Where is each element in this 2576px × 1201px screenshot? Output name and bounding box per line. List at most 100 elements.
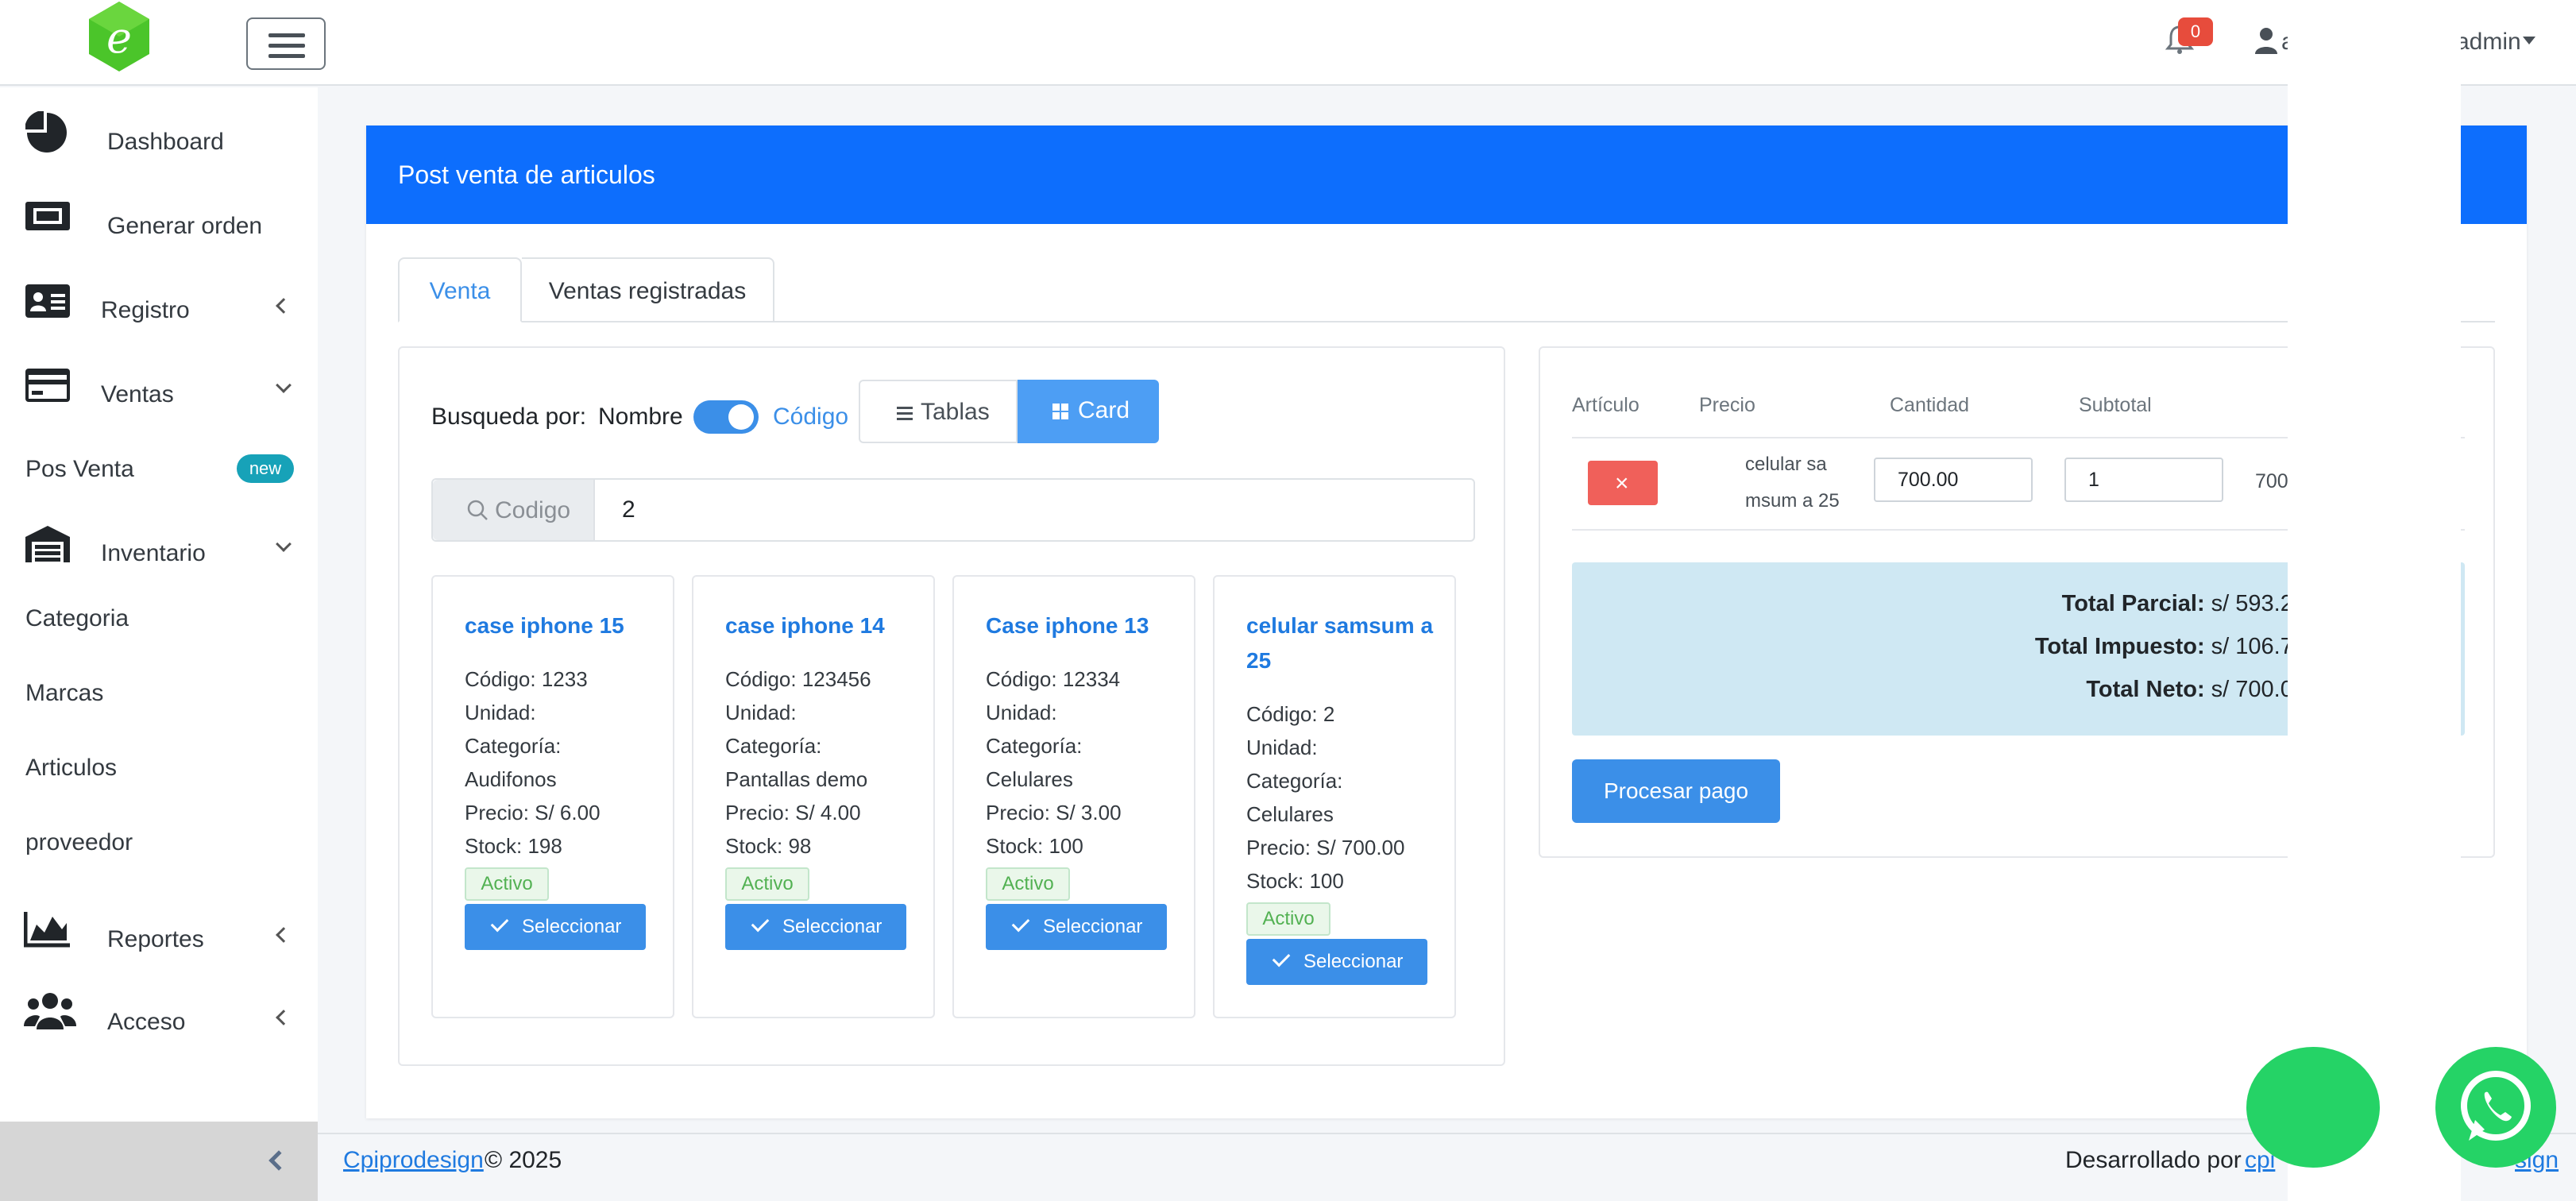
sidebar-item-generar-orden[interactable]: Generar orden — [0, 181, 318, 253]
select-product-button[interactable]: Seleccionar — [1246, 939, 1427, 985]
select-product-button[interactable]: Seleccionar — [986, 904, 1167, 950]
product-code: Código: 123456 — [725, 667, 871, 691]
product-stock: Stock: 98 — [725, 834, 812, 858]
sidebar-item-ventas[interactable]: Ventas — [0, 349, 318, 421]
tab-venta[interactable]: Venta — [398, 257, 522, 322]
sidebar-item-label: Generar orden — [107, 213, 263, 239]
total-partial: Total Parcial: s/ 593.22 — [2062, 591, 2306, 617]
sidebar-item-dashboard[interactable]: Dashboard — [0, 97, 318, 168]
sidebar-item-acceso[interactable]: Acceso — [0, 975, 318, 1047]
product-category-label: Categoría: — [725, 734, 822, 758]
search-option-name[interactable]: Nombre — [598, 404, 683, 430]
product-unit: Unidad: — [725, 701, 797, 724]
divider — [1572, 437, 2465, 438]
product-name[interactable]: celular samsum a 25 — [1246, 613, 1434, 673]
search-mode-toggle[interactable] — [693, 400, 759, 434]
sidebar-item-categoria[interactable]: Categoria — [0, 585, 318, 656]
product-name[interactable]: case iphone 15 — [465, 613, 624, 638]
sidebar-item-marcas[interactable]: Marcas — [0, 659, 318, 731]
price-field[interactable] — [1874, 458, 2033, 502]
sidebar-item-registro[interactable]: Registro — [0, 265, 318, 337]
user-menu-name[interactable]: admin — [2456, 29, 2521, 55]
close-icon: × — [1615, 470, 1629, 496]
user-icon[interactable] — [2254, 27, 2278, 54]
view-card-label: Card — [1078, 397, 1130, 423]
search-by-label: Busqueda por: — [431, 404, 587, 430]
hamburger-line — [268, 33, 305, 37]
product-category-label: Categoría: — [465, 734, 562, 758]
sidebar: Dashboard Generar orden Registro Ventas — [0, 87, 318, 1201]
caret-down-icon[interactable] — [2523, 37, 2535, 44]
sidebar-item-proveedor[interactable]: proveedor — [0, 809, 318, 880]
menu-toggle-button[interactable] — [246, 17, 326, 70]
sidebar-item-label: Inventario — [101, 540, 206, 566]
app-logo-icon[interactable]: e — [84, 0, 154, 73]
view-card-button[interactable]: Card — [1018, 380, 1159, 443]
sidebar-item-label: Registro — [101, 297, 190, 323]
check-icon — [1011, 913, 1030, 933]
hamburger-line — [268, 44, 305, 48]
whatsapp-button[interactable] — [2246, 1047, 2380, 1168]
product-price: Precio: S/ 6.00 — [465, 801, 601, 824]
code-search-group: Codigo — [431, 478, 1475, 542]
select-button-label: Seleccionar — [1303, 951, 1404, 972]
code-search-input[interactable] — [597, 480, 1470, 540]
list-icon — [897, 407, 913, 420]
column-header: Subtotal — [2079, 394, 2152, 416]
users-icon — [24, 993, 76, 1029]
view-tables-label: Tablas — [921, 399, 990, 425]
process-payment-button[interactable]: Procesar pago — [1572, 759, 1780, 823]
total-tax-label: Total Impuesto: — [2034, 634, 2205, 659]
hamburger-line — [268, 54, 305, 58]
product-stock: Stock: 100 — [1246, 869, 1344, 893]
search-option-code[interactable]: Código — [773, 404, 849, 430]
chevron-down-icon — [276, 377, 292, 393]
product-category-label: Categoría: — [986, 734, 1083, 758]
quantity-field[interactable] — [2064, 458, 2223, 502]
sidebar-item-pos-venta[interactable]: Pos Venta new — [0, 426, 318, 497]
check-icon — [490, 913, 509, 933]
sidebar-item-label: Dashboard — [107, 129, 224, 155]
sidebar-item-articulos[interactable]: Articulos — [0, 734, 318, 805]
sidebar-item-inventario[interactable]: Inventario — [0, 508, 318, 580]
product-code: Código: 12334 — [986, 667, 1121, 691]
product-name[interactable]: case iphone 14 — [725, 613, 885, 638]
top-navbar: e 0 a admin — [0, 0, 2576, 86]
footer-copyright: © 2025 — [485, 1147, 562, 1173]
remove-item-button[interactable]: × — [1588, 461, 1658, 505]
select-product-button[interactable]: Seleccionar — [465, 904, 646, 950]
sidebar-item-label: Reportes — [107, 926, 204, 952]
status-badge: Activo — [725, 867, 809, 901]
view-tables-button[interactable]: Tablas — [859, 380, 1018, 443]
product-card: Case iphone 13 Código: 12334 Unidad: Cat… — [952, 575, 1195, 1018]
product-card: case iphone 15 Código: 1233 Unidad: Cate… — [431, 575, 674, 1018]
status-badge: Activo — [1246, 902, 1330, 936]
svg-text:e: e — [106, 13, 132, 63]
tab-ventas-registradas[interactable]: Ventas registradas — [522, 257, 774, 322]
overlay-panel — [2288, 0, 2461, 1201]
product-category: Celulares — [1246, 802, 1334, 826]
product-name[interactable]: Case iphone 13 — [986, 613, 1149, 638]
sidebar-item-reportes[interactable]: Reportes — [0, 891, 318, 963]
product-category: Audifonos — [465, 767, 557, 791]
product-card: celular samsum a 25 Código: 2 Unidad: Ca… — [1213, 575, 1456, 1018]
card-header: Post venta de articulos — [366, 126, 2527, 224]
new-badge: new — [237, 454, 294, 483]
total-tax: Total Impuesto: s/ 106.78 — [2035, 634, 2306, 660]
column-header: Precio — [1699, 394, 1755, 416]
whatsapp-button[interactable] — [2435, 1047, 2556, 1168]
footer: Cpiprodesign © 2025 Desarrollado por cpi… — [318, 1133, 2576, 1201]
column-header: Cantidad — [1890, 394, 1970, 416]
status-badge: Activo — [465, 867, 549, 901]
select-product-button[interactable]: Seleccionar — [725, 904, 906, 950]
footer-developed-by: Desarrollado por — [2065, 1147, 2242, 1173]
whatsapp-icon — [2461, 1071, 2531, 1141]
product-search-panel: Busqueda por: Nombre Código Tablas Card — [398, 346, 1505, 1066]
product-stock: Stock: 198 — [465, 834, 562, 858]
footer-brand-link[interactable]: Cpiprodesign — [343, 1147, 484, 1173]
product-unit: Unidad: — [465, 701, 536, 724]
sidebar-item-label: Articulos — [25, 755, 118, 781]
total-net-label: Total Neto: — [2086, 677, 2205, 702]
total-net: Total Neto: s/ 700.00 — [2086, 677, 2306, 703]
sidebar-collapse-button[interactable] — [0, 1122, 318, 1201]
